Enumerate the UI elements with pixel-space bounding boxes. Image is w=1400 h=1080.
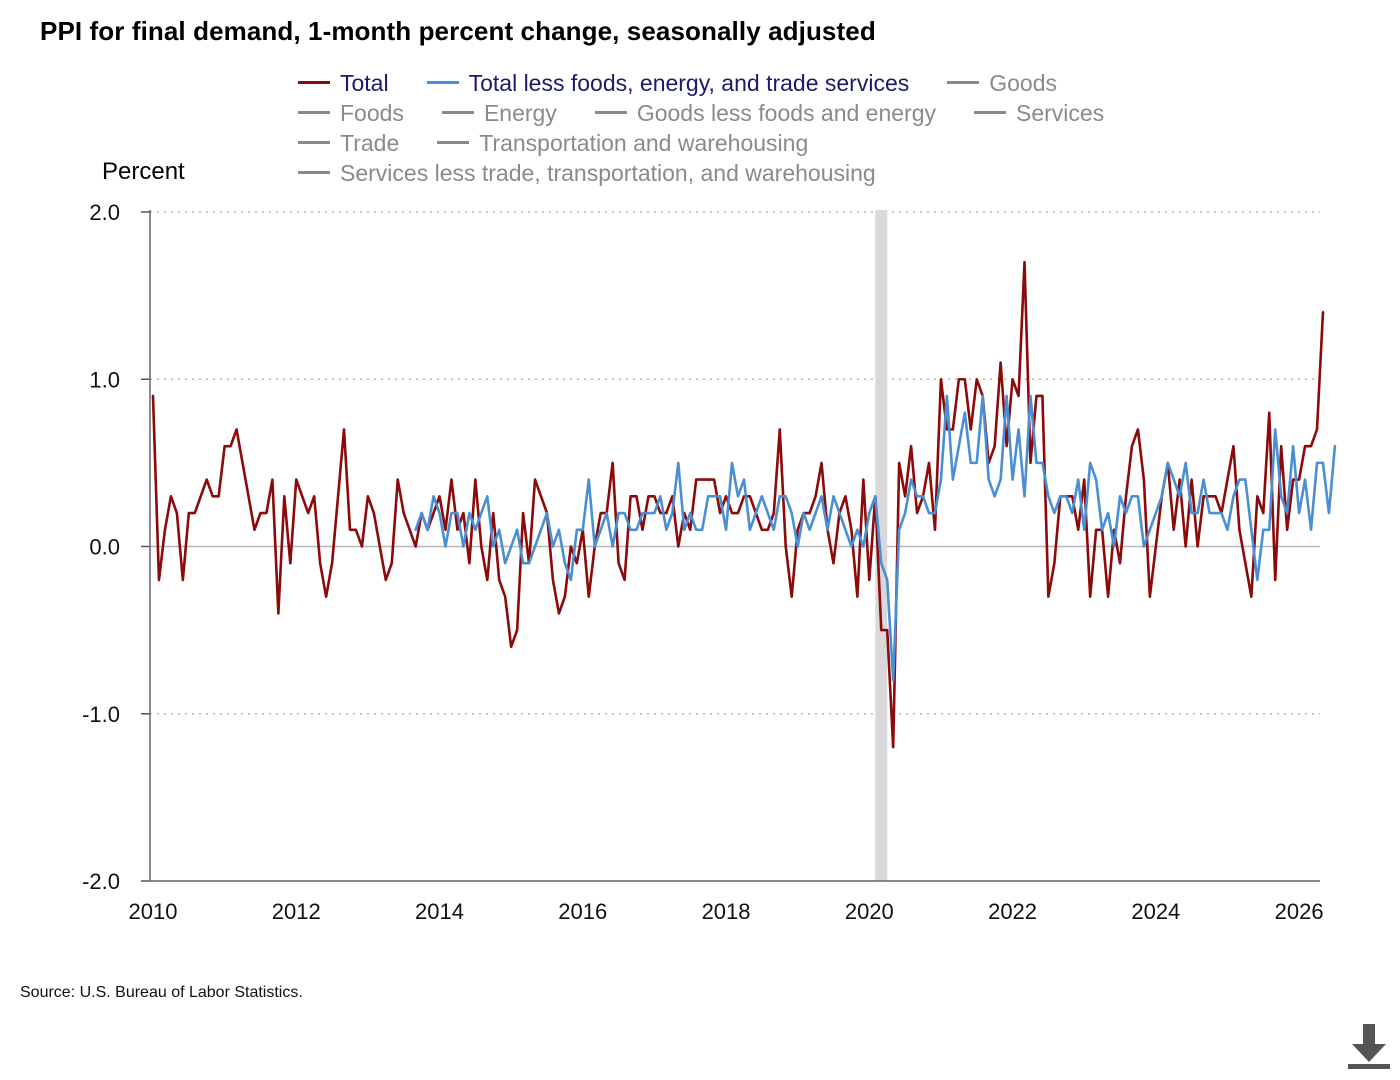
y-axis-title: Percent [102, 158, 185, 185]
legend-swatch [426, 81, 459, 85]
legend-row: Trade Transportation and warehousing [298, 128, 1178, 158]
plot-area: 2.0 1.0 0.0 -1.0 -2.0 2010 2012 2014 2016 2018 202… [82, 200, 1337, 924]
legend-item-services-less-trade-transportation-and-warehousing[interactable]: Services less trade, transportation, and… [298, 158, 876, 188]
y-tick-label: 1.0 [89, 367, 120, 392]
legend-label: Services [1016, 100, 1105, 126]
legend: Total Total less foods, energy, and trade… [298, 68, 1178, 188]
legend-item-goods[interactable]: Goods [947, 68, 1057, 98]
chart-title: PPI for final demand, 1-month percent ch… [40, 16, 876, 46]
x-tick-label: 2014 [415, 899, 464, 924]
x-tick-label: 2010 [129, 899, 178, 924]
x-tick-label: 2022 [988, 899, 1037, 924]
recession-shading [875, 210, 888, 881]
x-tick-label: 2018 [702, 899, 751, 924]
legend-item-transportation-and-warehousing[interactable]: Transportation and warehousing [437, 128, 808, 158]
legend-label: Total less foods, energy, and trade serv… [468, 70, 910, 96]
x-tick-label: 2024 [1131, 899, 1180, 924]
legend-label: Goods less foods and energy [636, 100, 937, 126]
legend-label: Trade [340, 130, 400, 156]
shaded-period [875, 210, 888, 881]
y-tick-label: -2.0 [82, 869, 120, 894]
legend-row: Foods Energy Goods less foods and energy Se… [298, 98, 1178, 128]
legend-label: Energy [483, 100, 557, 126]
axes [141, 210, 1320, 882]
series-lines [151, 260, 1337, 749]
legend-label: Foods [340, 100, 404, 126]
legend-swatch [594, 111, 627, 115]
gridlines [150, 211, 1320, 715]
x-tick-label: 2012 [272, 899, 321, 924]
legend-item-energy[interactable]: Energy [441, 98, 557, 128]
x-tick-label: 2026 [1275, 899, 1324, 924]
legend-row: Total Total less foods, energy, and trade… [298, 68, 1178, 98]
legend-swatch [298, 81, 330, 85]
legend-swatch [947, 81, 980, 85]
x-tick-label: 2016 [558, 899, 607, 924]
legend-swatch [298, 111, 330, 115]
legend-item-services[interactable]: Services [974, 98, 1104, 128]
y-tick-label: 0.0 [89, 535, 120, 560]
y-tick-label: 2.0 [89, 200, 120, 225]
legend-item-trade[interactable]: Trade [298, 128, 399, 158]
legend-swatch [298, 141, 330, 145]
legend-label: Total [340, 70, 389, 96]
legend-item-goods-less-foods-and-energy[interactable]: Goods less foods and energy [594, 98, 937, 128]
legend-swatch [437, 141, 470, 145]
legend-item-foods[interactable]: Foods [298, 98, 404, 128]
legend-swatch [441, 111, 474, 115]
legend-swatch [974, 111, 1007, 115]
legend-row: Services less trade, transportation, and… [298, 158, 1178, 188]
y-tick-label: -1.0 [82, 702, 120, 727]
source-note: Source: U.S. Bureau of Labor Statistics. [20, 984, 303, 1001]
legend-swatch [298, 171, 330, 175]
legend-label: Transportation and warehousing [479, 130, 809, 156]
legend-item-total-less-foods-energy-and-trade-services[interactable]: Total less foods, energy, and trade serv… [426, 68, 910, 98]
series-line-total[interactable] [151, 260, 1325, 749]
download-button[interactable] [1344, 1020, 1394, 1070]
tick-labels: 2.0 1.0 0.0 -1.0 -2.0 2010 2012 2014 2016 2018 202… [82, 200, 1323, 924]
legend-label: Services less trade, transportation, and… [340, 160, 876, 186]
download-icon [1348, 1024, 1390, 1069]
series-line-total-less-foods-energy-trade[interactable] [414, 394, 1337, 682]
legend-label: Goods [989, 70, 1057, 96]
legend-item-total[interactable]: Total [298, 68, 389, 98]
x-tick-label: 2020 [845, 899, 894, 924]
